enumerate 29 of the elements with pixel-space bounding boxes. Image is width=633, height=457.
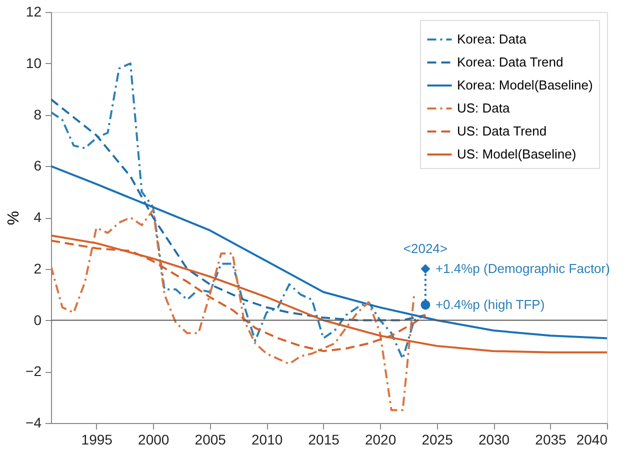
y-tick-label: 10 bbox=[26, 54, 42, 71]
annotation: +1.4%p (Demographic Factor) bbox=[435, 260, 610, 276]
y-tick-label: 4 bbox=[34, 209, 42, 225]
y-tick-label: 12 bbox=[26, 4, 42, 20]
x-tick-label: 2020 bbox=[364, 432, 396, 448]
annotation: <2024> bbox=[403, 240, 448, 256]
x-tick-label: 2040 bbox=[576, 432, 608, 448]
y-tick-label: 8 bbox=[34, 106, 42, 122]
x-tick-label: 2030 bbox=[478, 432, 510, 448]
x-tick-label: 2005 bbox=[194, 432, 226, 448]
y-tick-label: −2 bbox=[26, 363, 42, 380]
y-tick-label: 6 bbox=[34, 158, 42, 174]
y-axis-title: % bbox=[6, 210, 23, 226]
legend-label: Korea: Model(Baseline) bbox=[457, 78, 593, 92]
x-tick-label: 2025 bbox=[422, 432, 454, 448]
y-tick-label: 2 bbox=[34, 260, 42, 276]
x-tick-label: 2035 bbox=[535, 432, 567, 448]
x-tick-label: 2000 bbox=[138, 432, 170, 448]
x-tick-label: 1995 bbox=[81, 432, 113, 448]
legend-label: Korea: Data Trend bbox=[457, 54, 564, 70]
y-tick-label: −4 bbox=[26, 414, 42, 430]
x-tick-label: 2010 bbox=[252, 432, 283, 448]
annotation: +0.4%p (high TFP) bbox=[435, 296, 545, 312]
x-tick-label: 2015 bbox=[308, 432, 340, 448]
y-tick-label: 0 bbox=[34, 312, 42, 328]
legend-label: US: Model(Baseline) bbox=[457, 146, 576, 162]
legend-label: US: Data bbox=[457, 100, 511, 116]
legend-label: Korea: Data bbox=[457, 32, 528, 46]
legend-label: US: Data Trend bbox=[457, 124, 547, 138]
